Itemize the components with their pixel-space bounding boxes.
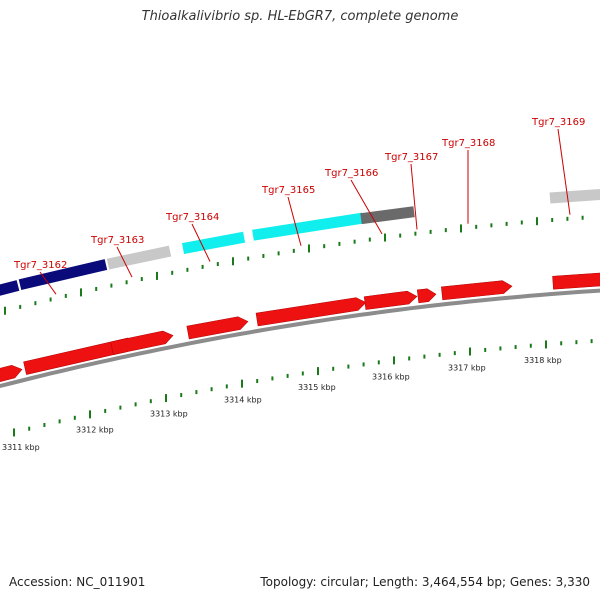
cds-arrow [363, 290, 418, 310]
scale-label: 3315 kbp [298, 383, 336, 392]
cds-arrow [186, 316, 249, 340]
scale-label: 3316 kbp [372, 372, 410, 381]
scale-label: 3313 kbp [150, 410, 188, 419]
gene-label-leader [410, 163, 418, 230]
scale-label: 3317 kbp [448, 363, 486, 372]
feature-bar-gray [106, 245, 172, 270]
gene-label: Tgr7_3167 [384, 152, 438, 163]
gene-label: Tgr7_3165 [261, 185, 315, 196]
topology-label: Topology: circular; Length: 3,464,554 bp… [260, 575, 590, 589]
gene-label-leader [116, 246, 133, 278]
gene-label: Tgr7_3166 [324, 168, 378, 179]
gene-label: Tgr7_3163 [90, 235, 144, 246]
feature-bar-navy [0, 280, 20, 301]
gene-label: Tgr7_3162 [13, 260, 67, 271]
cds-arrow [552, 272, 600, 290]
cds-arrow [110, 330, 174, 355]
gene-label-leader [350, 179, 383, 235]
scale-label: 3312 kbp [76, 425, 114, 434]
cds-arrow [441, 280, 513, 301]
feature-bar-navy [18, 259, 108, 291]
accession-label: Accession: NC_011901 [9, 575, 146, 589]
gene-label: Tgr7_3169 [531, 117, 585, 128]
gene-label: Tgr7_3164 [165, 212, 219, 223]
gene-label-leader [557, 128, 571, 215]
feature-bar-gray [549, 188, 600, 204]
scale-label: 3311 kbp [2, 443, 40, 452]
cds-arrow [416, 288, 437, 304]
gene-label-leader [191, 223, 211, 262]
map-title: Thioalkalivibrio sp. HL-EbGR7, complete … [141, 9, 459, 24]
gene-label-leader [287, 196, 302, 246]
feature-bar-cyan [252, 212, 364, 241]
genome-backbone-track [0, 288, 600, 389]
scale-label: 3318 kbp [524, 356, 562, 365]
cds-arrow [255, 297, 367, 327]
feature-bar-cyan [182, 231, 246, 254]
feature-bar-dark-gray [360, 206, 415, 225]
cds-arrow [0, 365, 23, 387]
scale-label: 3314 kbp [224, 395, 262, 404]
gene-label: Tgr7_3168 [441, 138, 495, 149]
gene-label-leader [39, 271, 57, 295]
